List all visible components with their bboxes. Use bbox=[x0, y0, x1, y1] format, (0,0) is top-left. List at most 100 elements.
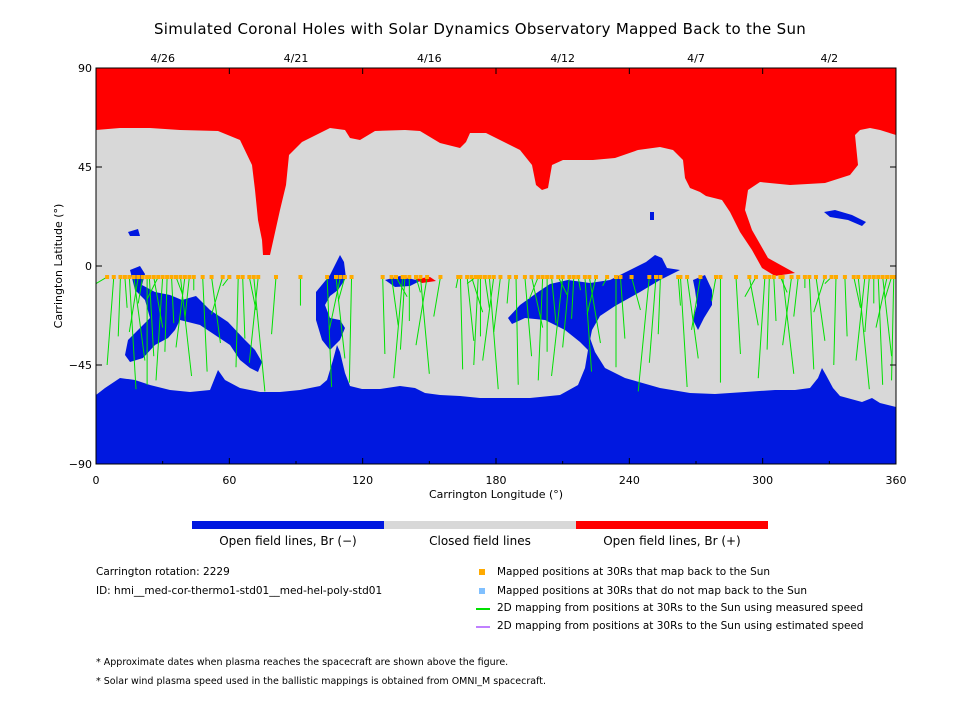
x-tick-label: 180 bbox=[486, 474, 507, 487]
mapped-point bbox=[618, 275, 623, 279]
mapped-point bbox=[165, 275, 170, 279]
mapping-line bbox=[171, 276, 175, 324]
mapped-point bbox=[540, 275, 545, 279]
y-tick-label: −90 bbox=[69, 458, 92, 471]
mapping-line bbox=[619, 276, 626, 339]
mapped-point bbox=[407, 275, 412, 279]
mapped-point bbox=[118, 275, 123, 279]
mapped-point bbox=[414, 275, 418, 279]
mapped-point bbox=[851, 275, 856, 279]
negative-strand-north bbox=[824, 210, 866, 226]
mapped-point bbox=[151, 275, 156, 279]
mapped-point bbox=[571, 275, 576, 279]
mapping-line bbox=[584, 276, 593, 372]
mapped-point bbox=[136, 275, 141, 279]
footnote-dates: * Approximate dates when plasma reaches … bbox=[96, 657, 509, 668]
colorbar-closed bbox=[384, 521, 576, 529]
mapping-line bbox=[459, 276, 464, 370]
colorbar-positive bbox=[576, 521, 768, 529]
x-tick-label: 0 bbox=[93, 474, 100, 487]
legend-item-measured: 2D mapping from positions at 30Rs to the… bbox=[497, 602, 864, 614]
mapped-point bbox=[698, 275, 703, 279]
mapping-line bbox=[748, 276, 759, 326]
mapping-lines bbox=[96, 276, 895, 392]
mapped-point bbox=[885, 275, 890, 279]
mapping-line bbox=[766, 276, 770, 350]
mapped-point bbox=[256, 275, 261, 279]
mapped-point bbox=[394, 275, 398, 279]
negative-lobe-west bbox=[125, 266, 262, 372]
mapped-point bbox=[658, 275, 663, 279]
mapped-point bbox=[560, 275, 565, 279]
mapped-point bbox=[191, 275, 196, 279]
mapping-line bbox=[557, 276, 568, 295]
mapping-line bbox=[137, 276, 144, 304]
mapped-point bbox=[498, 275, 503, 279]
mapping-line bbox=[864, 276, 870, 333]
mapping-line bbox=[537, 276, 544, 381]
x-axis-label: Carrington Longitude (°) bbox=[429, 488, 563, 501]
mapped-point bbox=[614, 275, 618, 279]
mapping-line bbox=[484, 276, 490, 308]
footnote-speed: * Solar wind plasma speed used in the ba… bbox=[96, 676, 546, 687]
mapping-line bbox=[637, 276, 650, 392]
mapped-point bbox=[802, 275, 807, 279]
y-tick-label: 90 bbox=[78, 62, 92, 75]
mapped-point bbox=[842, 275, 847, 279]
mapped-point bbox=[889, 275, 894, 279]
mapped-point bbox=[522, 275, 527, 279]
date-label: 4/2 bbox=[820, 52, 838, 65]
mapped-point bbox=[240, 275, 245, 279]
legend-orange-square-icon bbox=[479, 569, 485, 575]
mapped-point bbox=[274, 275, 278, 279]
mapped-point bbox=[556, 275, 561, 279]
mapping-line bbox=[164, 276, 168, 352]
mapped-point bbox=[236, 275, 241, 279]
legend-item-mapped: Mapped positions at 30Rs that map back t… bbox=[497, 566, 771, 578]
mapped-point bbox=[389, 275, 394, 279]
y-tick-label: 0 bbox=[85, 260, 92, 273]
mapping-line bbox=[793, 276, 799, 317]
date-label: 4/7 bbox=[687, 52, 705, 65]
mapped-point bbox=[187, 275, 192, 279]
x-tick-label: 120 bbox=[352, 474, 373, 487]
legend-item-unmapped: Mapped positions at 30Rs that do not map… bbox=[497, 585, 808, 597]
mapped-point bbox=[182, 275, 187, 279]
mapping-line bbox=[515, 276, 519, 385]
mapping-line bbox=[184, 276, 190, 319]
mapping-line bbox=[853, 276, 861, 308]
mapped-point bbox=[778, 275, 783, 279]
mapping-line bbox=[577, 276, 581, 291]
date-label: 4/16 bbox=[417, 52, 442, 65]
mapped-point bbox=[514, 275, 518, 279]
mapping-line bbox=[128, 276, 137, 390]
mapped-point bbox=[251, 275, 256, 279]
mapping-line bbox=[493, 276, 501, 333]
mapped-point bbox=[871, 275, 876, 279]
x-tick-label: 240 bbox=[619, 474, 640, 487]
mapping-line bbox=[691, 276, 701, 330]
mapping-line bbox=[877, 276, 884, 385]
negative-spot-2 bbox=[650, 212, 654, 220]
mapped-point bbox=[342, 275, 347, 279]
y-tick-label: 45 bbox=[78, 161, 92, 174]
mapping-line bbox=[348, 276, 353, 383]
legend-green-line-icon bbox=[476, 608, 490, 610]
mapped-point bbox=[487, 275, 492, 279]
date-label: 4/21 bbox=[284, 52, 309, 65]
axes: 0 60 120 180 240 300 360 90 45 0 −45 −90 4/26 4/21 4/1… bbox=[69, 52, 907, 487]
colorbar-label-negative: Open field lines, Br (−) bbox=[219, 534, 357, 548]
mapped-point bbox=[147, 275, 152, 279]
mapped-point bbox=[425, 275, 430, 279]
mapped-point bbox=[325, 275, 330, 279]
legend-purple-line-icon bbox=[476, 626, 490, 628]
mapped-point bbox=[438, 275, 443, 279]
mapped-point bbox=[678, 275, 683, 279]
mapping-line bbox=[211, 276, 221, 344]
mapping-line bbox=[813, 276, 826, 313]
mapping-line bbox=[857, 276, 870, 390]
mapped-point bbox=[767, 275, 772, 279]
mapping-line bbox=[328, 276, 341, 330]
mapped-point bbox=[529, 275, 534, 279]
